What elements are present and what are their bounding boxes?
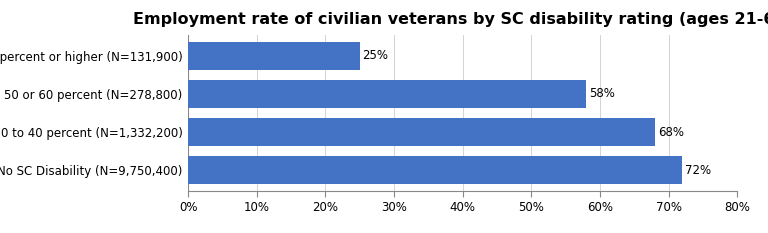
Text: 25%: 25% [362, 49, 389, 62]
Bar [188, 157, 682, 184]
Text: 68%: 68% [657, 126, 684, 139]
Bar [188, 118, 655, 146]
Bar [188, 42, 359, 69]
Bar [188, 80, 586, 108]
Title: Employment rate of civilian veterans by SC disability rating (ages 21-64): Employment rate of civilian veterans by … [133, 12, 768, 27]
Text: 72%: 72% [685, 164, 711, 177]
Text: 58%: 58% [589, 87, 615, 100]
